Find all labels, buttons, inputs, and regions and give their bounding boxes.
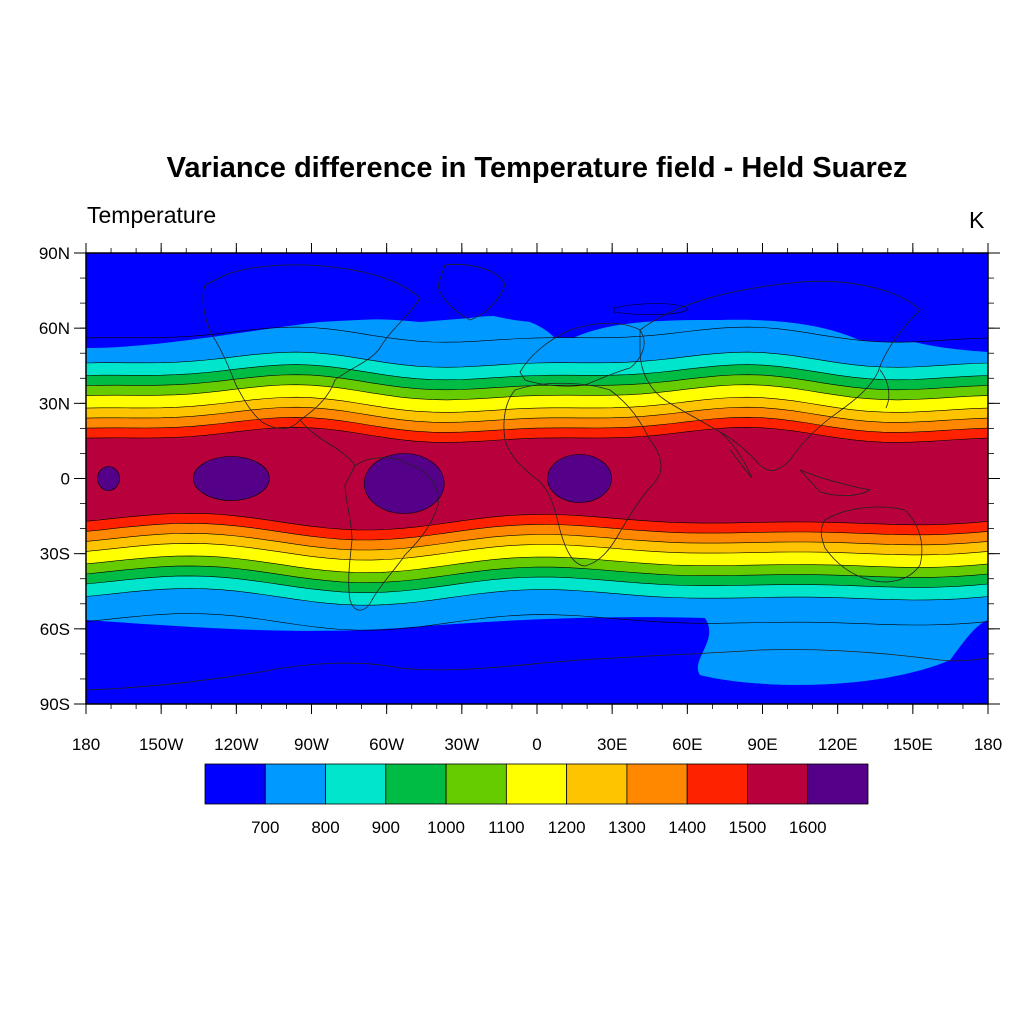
contour-south-1500 xyxy=(86,512,988,531)
x-tick-label: 150E xyxy=(893,735,933,754)
colorbar-swatch xyxy=(445,763,507,805)
plot-title: Variance difference in Temperature field… xyxy=(166,152,908,184)
band-south-700 xyxy=(86,617,988,704)
north-cap-west xyxy=(86,253,565,348)
contour-south-1400 xyxy=(86,522,988,541)
colorbar-label: 1200 xyxy=(548,818,586,837)
contour-north-1500 xyxy=(86,426,988,443)
contour-south-900 xyxy=(86,575,988,593)
colorbar-swatch xyxy=(264,763,326,805)
x-tick-label: 180 xyxy=(72,735,100,754)
x-tick-label: 180 xyxy=(974,735,1002,754)
coast-central-america xyxy=(299,419,356,467)
contour-south-1300 xyxy=(86,532,988,551)
contour-north-1200 xyxy=(86,396,988,413)
x-tick-label: 90E xyxy=(747,735,777,754)
x-tick-label: 60W xyxy=(369,735,404,754)
contour-south-700 xyxy=(86,613,988,631)
coast-indonesia xyxy=(799,469,872,496)
colorbar-swatch xyxy=(747,763,809,805)
y-tick-label: 90S xyxy=(40,695,70,714)
x-tick-label: 0 xyxy=(532,735,541,754)
contour-north-800 xyxy=(86,351,988,368)
colorbar-label: 800 xyxy=(311,818,339,837)
x-tick-label: 120W xyxy=(214,735,258,754)
contour-south-1000 xyxy=(86,565,988,583)
colorbar-label: 700 xyxy=(251,818,279,837)
x-tick-label: 90W xyxy=(294,735,329,754)
max-region-2 xyxy=(363,453,445,514)
coast-india xyxy=(719,431,753,479)
colorbar-swatch xyxy=(325,763,387,805)
x-tick-label: 30E xyxy=(597,735,627,754)
contour-north-900 xyxy=(86,364,988,381)
x-tick-label: 150W xyxy=(139,735,183,754)
x-tick-label: 30W xyxy=(444,735,479,754)
y-tick-label: 60S xyxy=(40,620,70,639)
colorbar-label: 900 xyxy=(372,818,400,837)
colorbar: 700 800 900 1000 1100 1200 1300 1400 1500 1600 xyxy=(204,763,869,837)
colorbar-swatch xyxy=(204,763,266,805)
colorbar-swatch xyxy=(807,763,869,805)
colorbar-swatch xyxy=(626,763,688,805)
units-label: K xyxy=(969,207,985,233)
colorbar-swatch xyxy=(566,763,628,805)
x-tick-label: 120E xyxy=(818,735,858,754)
coast-antarctica xyxy=(86,649,988,691)
band-level-1500 xyxy=(86,427,988,530)
max-region-1 xyxy=(193,456,270,501)
contour-north-700 xyxy=(86,326,988,343)
contour-south-800 xyxy=(86,588,988,606)
colorbar-label: 1100 xyxy=(488,818,525,837)
contour-south-1100 xyxy=(86,555,988,573)
colorbar-label: 1500 xyxy=(729,818,767,837)
contour-north-1400 xyxy=(86,416,988,433)
coastlines xyxy=(86,264,988,691)
colorbar-label: 1600 xyxy=(789,818,827,837)
x-tick-label: 60E xyxy=(672,735,702,754)
coast-europe xyxy=(519,322,645,387)
contour-north-1000 xyxy=(86,374,988,391)
y-tick-label: 30S xyxy=(40,545,70,564)
y-tick-label: 60N xyxy=(39,319,70,338)
colorbar-label: 1400 xyxy=(668,818,706,837)
colorbar-swatch xyxy=(385,763,447,805)
colorbar-label: 1000 xyxy=(427,818,465,837)
contour-north-1300 xyxy=(86,406,988,423)
coast-north-america xyxy=(202,264,421,429)
y-tick-label: 90N xyxy=(39,244,70,263)
coast-asia xyxy=(639,280,921,471)
y-tick-label: 0 xyxy=(61,470,70,489)
band-south-800-bulge xyxy=(697,602,988,685)
coast-greenland xyxy=(437,264,506,321)
coast-australia xyxy=(820,506,923,583)
max-region-4 xyxy=(97,466,120,491)
contour-south-1200 xyxy=(86,543,988,561)
coast-south-america xyxy=(344,457,439,611)
y-tick-label: 30N xyxy=(39,394,70,413)
colorbar-swatch xyxy=(686,763,748,805)
colorbar-swatch xyxy=(505,763,568,805)
colorbar-label: 1300 xyxy=(608,818,646,837)
variable-label: Temperature xyxy=(87,202,217,228)
coast-africa xyxy=(503,382,662,567)
coast-japan xyxy=(879,369,890,409)
max-region-3 xyxy=(547,454,612,503)
north-700-patch xyxy=(613,303,689,315)
contour-north-1100 xyxy=(86,384,988,401)
